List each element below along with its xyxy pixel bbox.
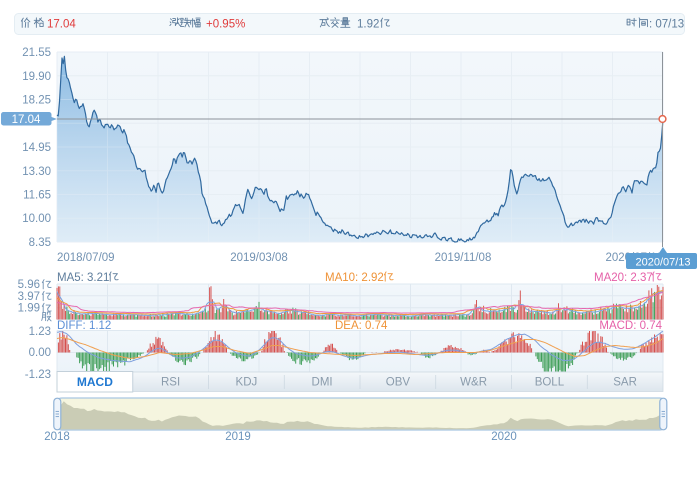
svg-text:: 07/13: : 07/13 xyxy=(649,19,684,31)
svg-text:2019/03/08: 2019/03/08 xyxy=(230,252,288,264)
svg-text:SAR: SAR xyxy=(613,377,637,389)
svg-text:MA5: 3.21: MA5: 3.21 xyxy=(57,272,109,284)
svg-text:2019: 2019 xyxy=(225,431,251,443)
svg-text:21.55: 21.55 xyxy=(22,47,51,59)
svg-text:W&R: W&R xyxy=(460,377,487,389)
svg-text:0.00: 0.00 xyxy=(29,347,51,359)
svg-text:KDJ: KDJ xyxy=(236,377,258,389)
svg-text:13.30: 13.30 xyxy=(22,166,51,178)
svg-text:11.65: 11.65 xyxy=(23,190,51,202)
svg-text:MA10: 2.92: MA10: 2.92 xyxy=(325,272,384,284)
svg-text:MA20: 2.37: MA20: 2.37 xyxy=(594,272,653,284)
svg-text:-1.23: -1.23 xyxy=(25,369,51,381)
svg-text:2018/07/09: 2018/07/09 xyxy=(57,252,115,264)
svg-text:+0.95%: +0.95% xyxy=(206,19,245,31)
svg-text:10.00: 10.00 xyxy=(22,213,51,225)
svg-text:RSI: RSI xyxy=(161,377,180,389)
svg-text:18.25: 18.25 xyxy=(22,95,51,107)
svg-text:17.04: 17.04 xyxy=(47,19,76,31)
svg-text:8.35: 8.35 xyxy=(29,237,51,249)
svg-text:19.90: 19.90 xyxy=(22,71,51,83)
svg-text:DEA: 0.74: DEA: 0.74 xyxy=(335,320,388,332)
svg-text:2020/07/13: 2020/07/13 xyxy=(635,257,690,269)
svg-text:2020: 2020 xyxy=(491,431,517,443)
svg-text:17.04: 17.04 xyxy=(12,114,41,126)
svg-text:BOLL: BOLL xyxy=(535,377,565,389)
svg-text:DIFF: 1.12: DIFF: 1.12 xyxy=(57,320,111,332)
svg-text:1.92: 1.92 xyxy=(357,19,379,31)
svg-text:1.23: 1.23 xyxy=(29,326,51,338)
svg-text:1.99: 1.99 xyxy=(18,303,40,315)
svg-text:OBV: OBV xyxy=(386,377,411,389)
svg-text:MACD: MACD xyxy=(77,375,113,389)
svg-text:14.95: 14.95 xyxy=(22,142,51,154)
svg-text:2018: 2018 xyxy=(44,431,70,443)
svg-text:5.96: 5.96 xyxy=(18,279,40,291)
svg-text:3.97: 3.97 xyxy=(18,291,40,303)
svg-text:2019/11/08: 2019/11/08 xyxy=(435,252,492,264)
svg-text:DMI: DMI xyxy=(312,377,333,389)
svg-text:MACD: 0.74: MACD: 0.74 xyxy=(599,320,662,332)
